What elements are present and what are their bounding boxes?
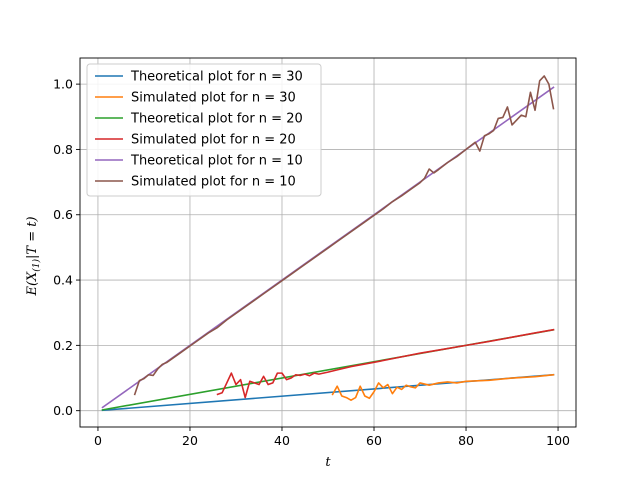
axes-frame [79, 57, 577, 428]
x-tick-label: 40 [274, 433, 290, 448]
y-axis-label: E(X(1)|T = t) [25, 216, 42, 296]
x-axis-label: t [325, 455, 331, 470]
x-tick-label: 60 [366, 433, 382, 448]
legend-label-4: Simulated plot for n = 20 [131, 133, 296, 148]
y-tick-label: 0.2 [53, 338, 73, 353]
x-tick-label: 100 [546, 433, 570, 448]
legend-box [86, 63, 322, 197]
y-tick-label: 0.8 [53, 142, 73, 157]
y-tick-label: 0.6 [53, 207, 73, 222]
legend: Theoretical plot for n = 30 Simulated plo… [86, 63, 322, 197]
legend-label-2: Simulated plot for n = 30 [131, 91, 296, 106]
legend-label-5: Theoretical plot for n = 10 [130, 154, 303, 169]
plot-frame [79, 57, 577, 428]
series-layer [101, 75, 555, 412]
legend-label-3: Theoretical plot for n = 20 [130, 112, 303, 127]
x-tick-label: 0 [94, 433, 102, 448]
y-tick-label: 0.0 [53, 403, 73, 418]
series-line-2 [331, 373, 555, 402]
x-tick-label: 20 [182, 433, 198, 448]
y-tick-label: 0.4 [53, 273, 73, 288]
series-line-6 [133, 75, 555, 396]
legend-label-6: Simulated plot for n = 10 [131, 175, 296, 190]
ticks: 0 20 40 60 80 100 0.0 0.2 0.4 0.6 0.8 1.0 [53, 77, 570, 448]
series-line-4 [216, 328, 555, 399]
y-tick-label: 1.0 [53, 77, 73, 92]
x-tick-label: 80 [458, 433, 474, 448]
legend-label-1: Theoretical plot for n = 30 [130, 70, 303, 85]
